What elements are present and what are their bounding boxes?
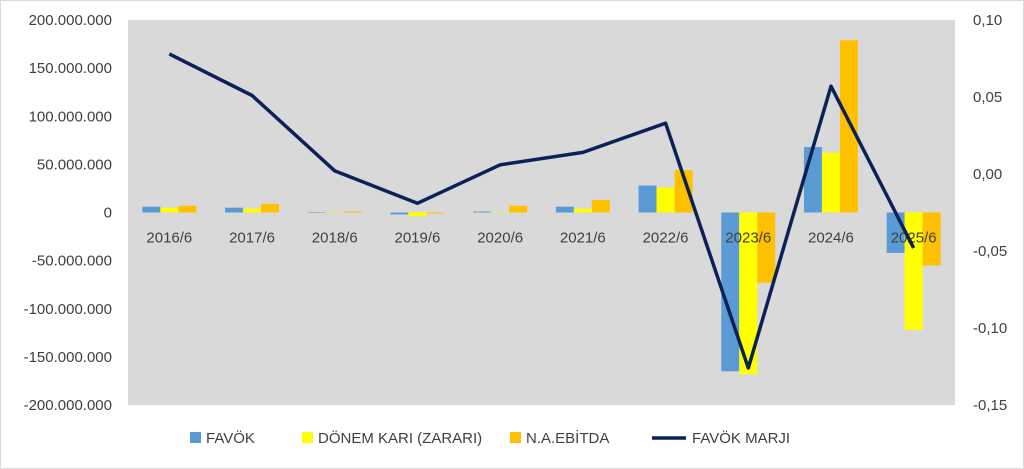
bar xyxy=(739,212,758,375)
category-label: 2018/6 xyxy=(312,230,358,247)
left-tick-label: 200.000.000 xyxy=(29,12,112,29)
category-label: 2020/6 xyxy=(477,230,523,247)
bar xyxy=(426,212,445,214)
right-tick-label: -0,10 xyxy=(973,320,1007,337)
bar xyxy=(591,199,610,213)
left-axis: 200.000.000 150.000.000 100.000.000 50.000.… xyxy=(24,12,112,414)
legend: FAVÖK DÖNEM KARI (ZARARI) N.A.EBİTDA FAVÖK … xyxy=(190,429,790,447)
bar xyxy=(656,187,675,213)
right-tick-label: -0,05 xyxy=(973,243,1007,260)
legend-label: FAVÖK MARJI xyxy=(692,429,790,447)
bar xyxy=(473,211,492,213)
bar xyxy=(509,205,528,213)
bar xyxy=(160,207,179,213)
bar xyxy=(638,185,657,213)
bar xyxy=(307,212,326,213)
legend-label: FAVÖK xyxy=(206,429,255,447)
bar xyxy=(178,205,197,213)
bar xyxy=(803,147,822,213)
left-tick-label: 150.000.000 xyxy=(29,60,112,77)
legend-swatch xyxy=(302,432,313,443)
bar xyxy=(555,206,574,213)
bar xyxy=(757,212,776,283)
left-tick-label: 50.000.000 xyxy=(37,156,112,173)
category-label: 2021/6 xyxy=(560,230,606,247)
category-label: 2025/6 xyxy=(891,230,937,247)
left-tick-label: -200.000.000 xyxy=(24,397,112,414)
bar xyxy=(142,206,161,213)
right-tick-label: 0,05 xyxy=(973,89,1002,106)
category-labels: 2016/6 2017/6 2018/6 2019/6 2020/6 2021/6 2022… xyxy=(146,230,936,247)
line-series xyxy=(168,52,916,370)
bar xyxy=(922,212,941,266)
bar xyxy=(491,212,510,213)
category-label: 2023/6 xyxy=(725,230,771,247)
right-tick-label: -0,15 xyxy=(973,397,1007,414)
category-label: 2022/6 xyxy=(643,230,689,247)
legend-swatch xyxy=(190,432,201,443)
left-tick-label: 100.000.000 xyxy=(29,108,112,125)
bar xyxy=(674,170,693,213)
bar xyxy=(390,212,409,215)
legend-swatch xyxy=(510,432,521,443)
bar xyxy=(573,208,592,213)
bar xyxy=(225,207,244,213)
category-label: 2019/6 xyxy=(395,230,441,247)
legend-label: DÖNEM KARI (ZARARI) xyxy=(318,429,482,447)
category-label: 2017/6 xyxy=(229,230,275,247)
left-tick-label: 0 xyxy=(104,205,112,222)
legend-label: N.A.EBİTDA xyxy=(526,429,609,447)
category-label: 2016/6 xyxy=(146,230,192,247)
left-tick-label: -50.000.000 xyxy=(32,253,112,270)
left-tick-label: -150.000.000 xyxy=(24,349,112,366)
bar xyxy=(821,152,840,213)
left-tick-label: -100.000.000 xyxy=(24,301,112,318)
bar xyxy=(261,203,280,213)
right-tick-label: 0,10 xyxy=(973,12,1002,29)
category-label: 2024/6 xyxy=(808,230,854,247)
margin-line xyxy=(168,52,916,370)
bar xyxy=(343,211,362,213)
bar xyxy=(408,212,427,217)
right-axis: 0,10 0,05 0,00 -0,05 -0,10 -0,15 xyxy=(973,12,1007,414)
bar xyxy=(243,208,262,213)
bar xyxy=(325,212,344,213)
bar xyxy=(839,40,858,213)
right-tick-label: 0,00 xyxy=(973,166,1002,183)
